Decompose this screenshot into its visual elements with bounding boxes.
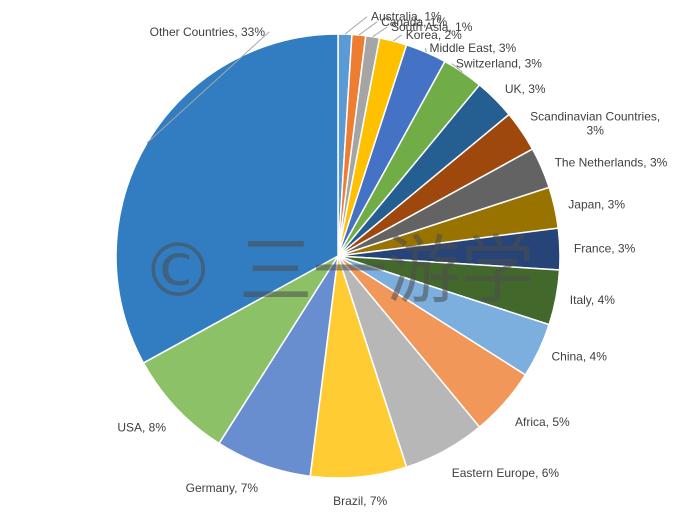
pie-slice-usa	[142, 255, 339, 445]
data-label-italy: Italy, 4%	[570, 293, 615, 307]
data-label-japan: Japan, 3%	[568, 198, 625, 212]
data-label-other-countries: Other Countries, 33%	[150, 25, 266, 39]
data-label-usa: USA, 8%	[117, 421, 166, 435]
pie-slices	[115, 33, 561, 479]
leader-line-other-countries	[146, 31, 270, 144]
data-label-australia: Australia, 1%	[371, 10, 442, 24]
data-label-line: 3%	[587, 123, 605, 137]
data-label-scandinavian-countries: Scandinavian Countries, 3%	[530, 109, 660, 137]
data-label-line: Scandinavian Countries,	[530, 109, 660, 123]
data-label-brazil: Brazil, 7%	[333, 494, 387, 508]
data-label-africa: Africa, 5%	[515, 415, 570, 429]
data-label-south-asia: South Asia, 1%	[391, 20, 473, 34]
leader-line-canada	[358, 21, 378, 36]
watermark: © 三一游学	[141, 228, 535, 314]
data-label-germany: Germany, 7%	[186, 481, 259, 495]
data-label-uk: UK, 3%	[505, 82, 546, 96]
leader-line-australia	[344, 16, 368, 35]
data-labels: Australia, 1%Canada, 1%South Asia, 1%Kor…	[117, 10, 667, 508]
leader-line-switzerland	[451, 63, 464, 73]
leader-line-korea	[392, 34, 403, 42]
data-label-korea: Korea, 2%	[406, 28, 462, 42]
data-label-china: China, 4%	[552, 350, 608, 364]
leader-lines	[146, 16, 464, 144]
leader-line-middle-east	[425, 47, 427, 53]
leader-line-south-asia	[372, 26, 388, 38]
data-label-eastern-europe: Eastern Europe, 6%	[452, 466, 560, 480]
data-label-switzerland: Switzerland, 3%	[456, 57, 542, 71]
data-label-the-netherlands: The Netherlands, 3%	[555, 155, 668, 169]
data-label-canada: Canada, 1%	[381, 15, 447, 29]
data-label-france: France, 3%	[574, 242, 636, 256]
data-label-middle-east: Middle East, 3%	[430, 41, 517, 55]
